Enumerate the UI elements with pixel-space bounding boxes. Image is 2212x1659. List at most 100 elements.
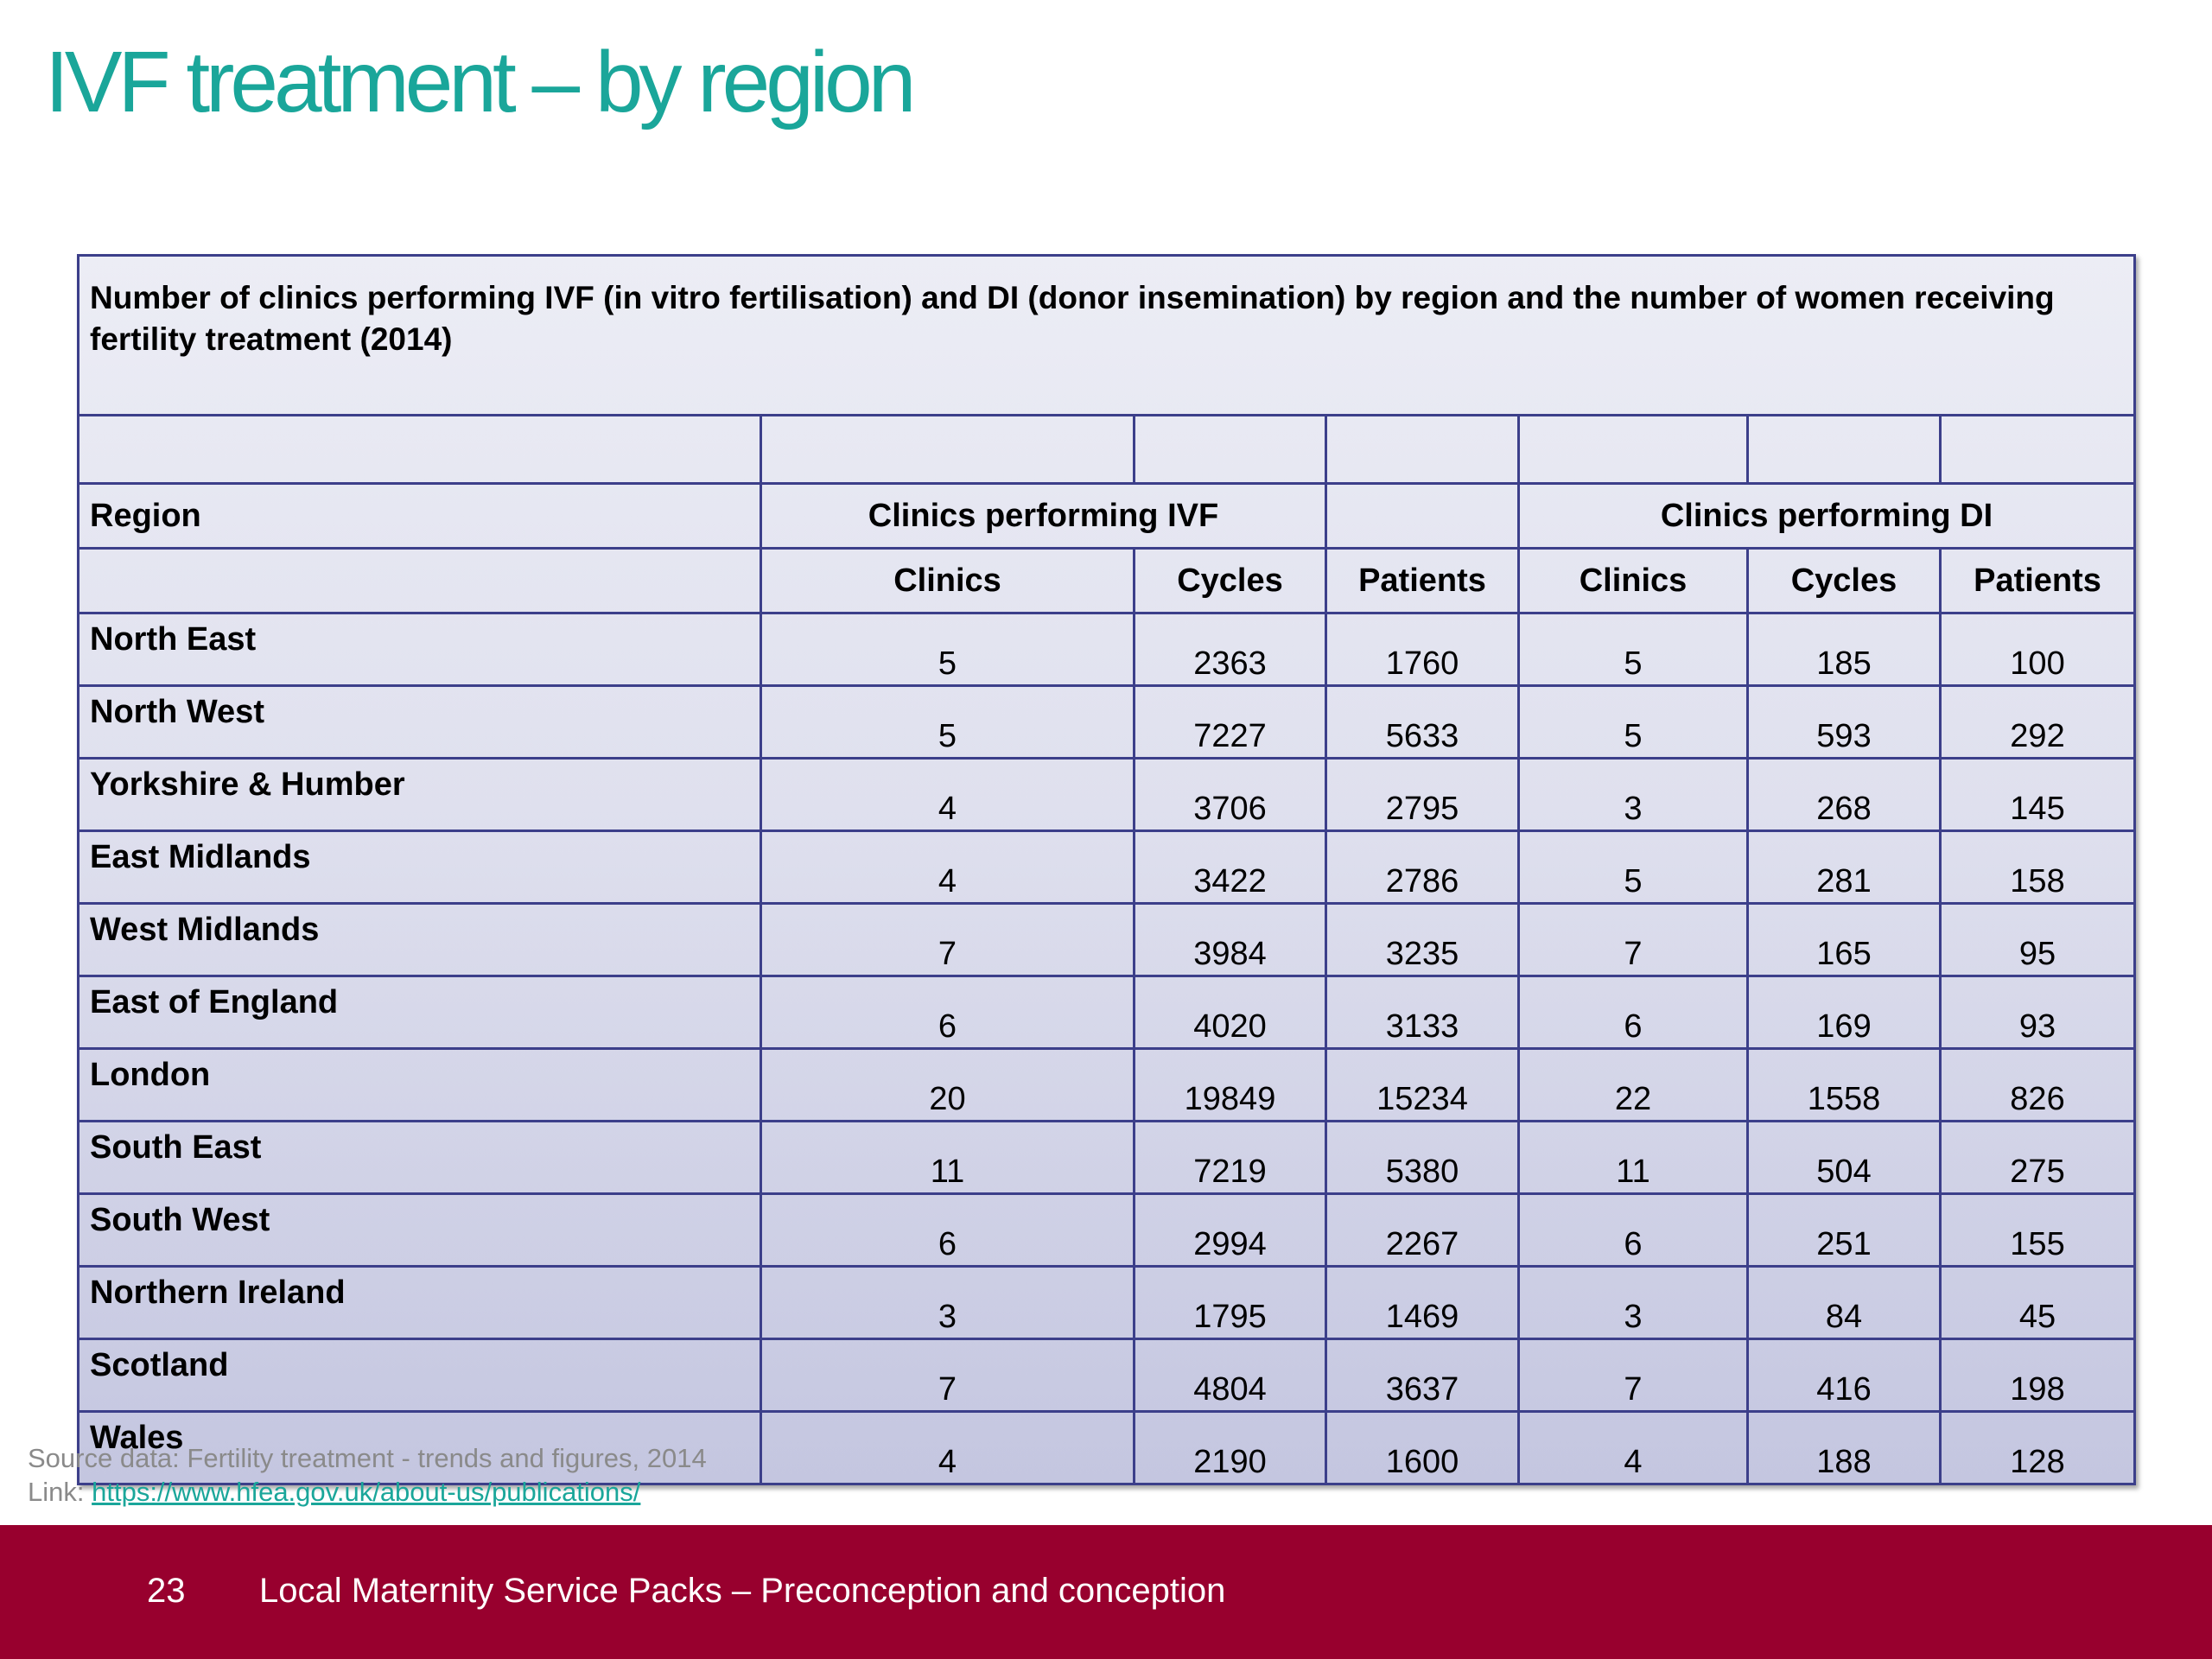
di-patients-cell: 158 xyxy=(1938,830,2137,905)
di-clinics-cell: 5 xyxy=(1517,612,1749,687)
table-column-header-row: Clinics Cycles Patients Clinics Cycles P… xyxy=(77,547,2137,614)
ivf-patients-cell: 1600 xyxy=(1325,1410,1520,1485)
footer-text: Local Maternity Service Packs – Preconce… xyxy=(259,1572,1226,1610)
region-cell: South West xyxy=(77,1192,762,1268)
di-clinics-cell: 6 xyxy=(1517,975,1749,1050)
ivf-cycles-cell: 2994 xyxy=(1133,1192,1327,1268)
ivf-clinics-header: Clinics xyxy=(760,547,1135,614)
table-row: Northern Ireland 3 1795 1469 3 84 45 xyxy=(77,1265,2137,1340)
ivf-cycles-cell: 19849 xyxy=(1133,1047,1327,1122)
di-clinics-header: Clinics xyxy=(1517,547,1749,614)
di-cycles-cell: 169 xyxy=(1746,975,1942,1050)
blank-cell xyxy=(77,414,762,485)
source-link[interactable]: https://www.hfea.gov.uk/about-us/publica… xyxy=(92,1477,641,1507)
ivf-patients-cell: 1760 xyxy=(1325,612,1520,687)
ivf-patients-cell: 3637 xyxy=(1325,1338,1520,1413)
blank-cell xyxy=(1325,482,1520,550)
ivf-cycles-cell: 2363 xyxy=(1133,612,1327,687)
region-header: Region xyxy=(77,482,762,550)
ivf-clinics-cell: 5 xyxy=(760,684,1135,760)
di-patients-cell: 145 xyxy=(1938,757,2137,832)
di-patients-cell: 275 xyxy=(1938,1120,2137,1195)
di-patients-cell: 292 xyxy=(1938,684,2137,760)
blank-cell xyxy=(1133,414,1327,485)
di-clinics-cell: 3 xyxy=(1517,757,1749,832)
blank-cell xyxy=(77,547,762,614)
ivf-clinics-cell: 5 xyxy=(760,612,1135,687)
region-cell: North West xyxy=(77,684,762,760)
di-clinics-cell: 4 xyxy=(1517,1410,1749,1485)
footer-bar: 23 Local Maternity Service Packs – Preco… xyxy=(0,1525,2212,1659)
table-row: North East 5 2363 1760 5 185 100 xyxy=(77,612,2137,687)
ivf-clinics-cell: 4 xyxy=(760,830,1135,905)
ivf-patients-cell: 2795 xyxy=(1325,757,1520,832)
ivf-patients-cell: 5380 xyxy=(1325,1120,1520,1195)
page-number: 23 xyxy=(147,1572,186,1610)
ivf-clinics-cell: 11 xyxy=(760,1120,1135,1195)
table-caption-row: Number of clinics performing IVF (in vit… xyxy=(76,254,2137,416)
ivf-patients-cell: 1469 xyxy=(1325,1265,1520,1340)
region-cell: Northern Ireland xyxy=(77,1265,762,1340)
ivf-cycles-cell: 7219 xyxy=(1133,1120,1327,1195)
di-clinics-cell: 22 xyxy=(1517,1047,1749,1122)
table-row: Wales 4 2190 1600 4 188 128 xyxy=(77,1410,2137,1485)
di-patients-cell: 95 xyxy=(1938,902,2137,977)
ivf-patients-cell: 15234 xyxy=(1325,1047,1520,1122)
ivf-patients-header: Patients xyxy=(1325,547,1520,614)
ivf-patients-cell: 5633 xyxy=(1325,684,1520,760)
di-cycles-cell: 251 xyxy=(1746,1192,1942,1268)
region-cell: East Midlands xyxy=(77,830,762,905)
di-clinics-cell: 7 xyxy=(1517,1338,1749,1413)
source-text: Source data: Fertility treatment - trend… xyxy=(28,1443,707,1473)
di-cycles-cell: 1558 xyxy=(1746,1047,1942,1122)
source-note: Source data: Fertility treatment - trend… xyxy=(28,1441,707,1509)
ivf-cycles-cell: 3984 xyxy=(1133,902,1327,977)
page-title: IVF treatment – by region xyxy=(45,34,916,130)
ivf-patients-cell: 2786 xyxy=(1325,830,1520,905)
di-cycles-cell: 84 xyxy=(1746,1265,1942,1340)
blank-cell xyxy=(1746,414,1942,485)
table-caption: Number of clinics performing IVF (in vit… xyxy=(76,254,2137,416)
region-cell: East of England xyxy=(77,975,762,1050)
ivf-cycles-cell: 4804 xyxy=(1133,1338,1327,1413)
ivf-cycles-cell: 2190 xyxy=(1133,1410,1327,1485)
ivf-cycles-cell: 1795 xyxy=(1133,1265,1327,1340)
di-patients-cell: 45 xyxy=(1938,1265,2137,1340)
blank-cell xyxy=(1325,414,1520,485)
ivf-cycles-header: Cycles xyxy=(1133,547,1327,614)
ivf-clinics-cell: 6 xyxy=(760,1192,1135,1268)
di-clinics-cell: 6 xyxy=(1517,1192,1749,1268)
ivf-cycles-cell: 3706 xyxy=(1133,757,1327,832)
di-patients-cell: 93 xyxy=(1938,975,2137,1050)
di-cycles-cell: 593 xyxy=(1746,684,1942,760)
ivf-group-header: Clinics performing IVF xyxy=(760,482,1327,550)
di-cycles-cell: 165 xyxy=(1746,902,1942,977)
region-cell: London xyxy=(77,1047,762,1122)
di-cycles-header: Cycles xyxy=(1746,547,1942,614)
di-cycles-cell: 416 xyxy=(1746,1338,1942,1413)
ivf-clinics-cell: 4 xyxy=(760,1410,1135,1485)
di-patients-header: Patients xyxy=(1938,547,2137,614)
table-row: Yorkshire & Humber 4 3706 2795 3 268 145 xyxy=(77,757,2137,832)
di-clinics-cell: 3 xyxy=(1517,1265,1749,1340)
region-cell: North East xyxy=(77,612,762,687)
di-cycles-cell: 268 xyxy=(1746,757,1942,832)
di-patients-cell: 198 xyxy=(1938,1338,2137,1413)
region-cell: Yorkshire & Humber xyxy=(77,757,762,832)
blank-cell xyxy=(1517,414,1749,485)
di-clinics-cell: 5 xyxy=(1517,684,1749,760)
table-row: West Midlands 7 3984 3235 7 165 95 xyxy=(77,902,2137,977)
source-link-line: Link: https://www.hfea.gov.uk/about-us/p… xyxy=(28,1475,707,1509)
region-cell: South East xyxy=(77,1120,762,1195)
table-group-header-row: Region Clinics performing IVF Clinics pe… xyxy=(77,482,2137,550)
di-patients-cell: 128 xyxy=(1938,1410,2137,1485)
table-row: North West 5 7227 5633 5 593 292 xyxy=(77,684,2137,760)
di-patients-cell: 155 xyxy=(1938,1192,2137,1268)
ivf-cycles-cell: 3422 xyxy=(1133,830,1327,905)
table-row: London 20 19849 15234 22 1558 826 xyxy=(77,1047,2137,1122)
di-group-header: Clinics performing DI xyxy=(1516,482,2137,550)
di-cycles-cell: 504 xyxy=(1746,1120,1942,1195)
ivf-patients-cell: 3133 xyxy=(1325,975,1520,1050)
ivf-clinics-cell: 7 xyxy=(760,1338,1135,1413)
blank-cell xyxy=(760,414,1135,485)
